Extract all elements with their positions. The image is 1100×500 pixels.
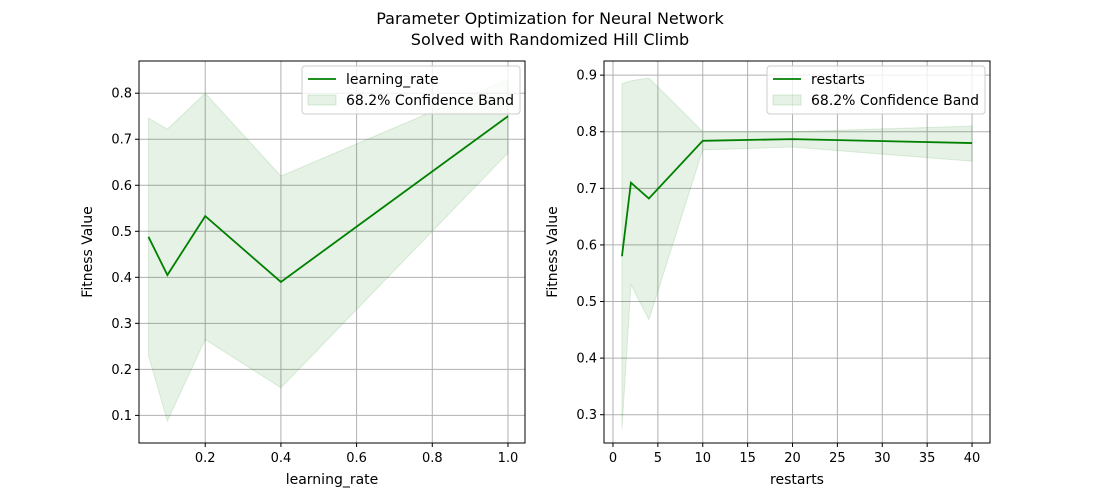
- y-tick-label: 0.8: [576, 125, 597, 140]
- chart-panel-learning-rate: 0.2 0.4 0.6 0.8 1.0 0.1 0.2 0.3 0.4 0.5 0.6 0.7 0.8 l…: [80, 60, 526, 488]
- x-tick-label: 1.0: [498, 451, 519, 466]
- y-tick-label: 0.3: [576, 408, 597, 423]
- confidence-band: [147, 78, 509, 423]
- y-tick-label: 0.5: [111, 225, 132, 240]
- y-tick-label: 0.4: [111, 271, 132, 286]
- x-tick-label: 20: [784, 451, 801, 466]
- legend: learning_rate 68.2% Confidence Band: [301, 65, 521, 115]
- legend-band-swatch: [772, 94, 802, 106]
- y-tick-label: 0.9: [576, 69, 597, 84]
- y-tick-label: 0.7: [576, 182, 597, 197]
- legend-entry-band: 68.2% Confidence Band: [811, 93, 979, 109]
- figure-title-line1: Parameter Optimization for Neural Networ…: [376, 9, 724, 28]
- x-axis-label: restarts: [770, 472, 824, 488]
- y-tick-label: 0.6: [576, 238, 597, 253]
- chart-panel-restarts: 0 5 10 15 20 25 30 35 40 0.3 0.4 0.5 0.6 0.7 0.8 0.9 res…: [545, 60, 991, 488]
- y-axis-label: Fitness Value: [545, 206, 561, 297]
- y-tick-label: 0.5: [576, 295, 597, 310]
- y-tick-label: 0.1: [111, 409, 132, 424]
- x-tick-label: 30: [874, 451, 891, 466]
- legend-box: [301, 65, 521, 115]
- x-tick-label: 40: [964, 451, 981, 466]
- x-tick-label: 25: [829, 451, 846, 466]
- series-line-restarts: [621, 138, 973, 257]
- x-tick-label: 0.8: [422, 451, 443, 466]
- y-tick-label: 0.3: [111, 317, 132, 332]
- y-tick-label: 0.6: [111, 179, 132, 194]
- plot-area-frame: [603, 60, 991, 444]
- x-tick-label: 5: [654, 451, 662, 466]
- x-axis-label: learning_rate: [286, 472, 379, 488]
- legend-entry-series: restarts: [811, 72, 865, 88]
- x-tick-label: 10: [694, 451, 711, 466]
- y-tick-label: 0.7: [111, 133, 132, 148]
- legend-entry-series: learning_rate: [346, 72, 439, 88]
- x-tick-label: 35: [919, 451, 936, 466]
- x-tick-label: 15: [739, 451, 756, 466]
- y-tick-label: 0.4: [576, 352, 597, 367]
- legend: restarts 68.2% Confidence Band: [766, 65, 986, 115]
- plot-area-frame: [138, 60, 526, 444]
- legend-entry-band: 68.2% Confidence Band: [346, 93, 514, 109]
- x-tick-label: 0.4: [271, 451, 292, 466]
- y-axis-label: Fitness Value: [80, 206, 96, 297]
- x-tick-label: 0: [609, 451, 617, 466]
- y-tick-label: 0.2: [111, 363, 132, 378]
- y-tick-label: 0.8: [111, 87, 132, 102]
- figure-title-line2: Solved with Randomized Hill Climb: [411, 30, 689, 49]
- legend-box: [766, 65, 986, 115]
- confidence-band: [621, 77, 973, 429]
- x-tick-label: 0.2: [195, 451, 216, 466]
- x-tick-label: 0.6: [346, 451, 367, 466]
- legend-band-swatch: [307, 94, 337, 106]
